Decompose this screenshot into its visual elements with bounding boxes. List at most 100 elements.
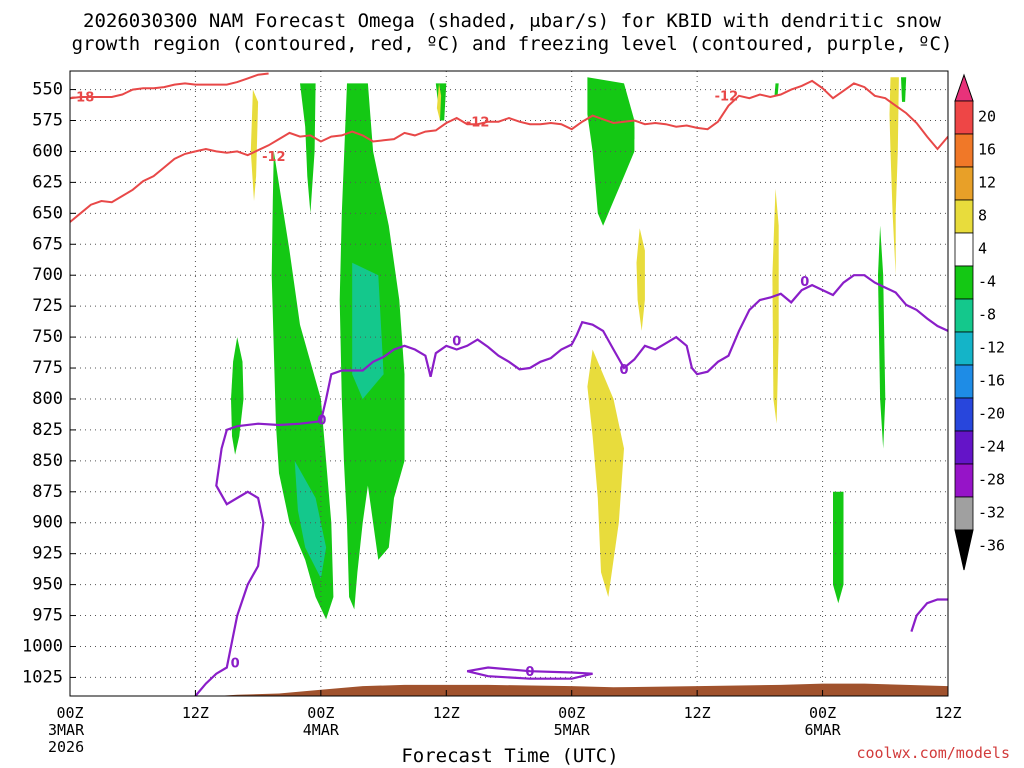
omega-region-17 <box>833 491 844 604</box>
colorbar-label-1: 16 <box>978 141 996 159</box>
y-tick-label-775: 775 <box>32 358 63 378</box>
x-tick-label-72-1: 6MAR <box>805 721 842 739</box>
colorbar-swatch-6 <box>954 265 974 300</box>
colorbar-swatch-12 <box>954 463 974 498</box>
omega-region-14 <box>250 89 259 201</box>
omega-region-12 <box>636 228 645 331</box>
omega-region-6 <box>352 262 384 399</box>
terrain-shape <box>70 683 948 696</box>
omega-region-10 <box>624 120 635 140</box>
y-tick-label-925: 925 <box>32 544 63 564</box>
colorbar-label-13: -36 <box>978 537 1005 555</box>
colorbar-label-5: -4 <box>978 273 996 291</box>
omega-region-20 <box>901 77 907 102</box>
omega-region-18 <box>878 225 886 449</box>
x-tick-label-48-1: 5MAR <box>554 721 591 739</box>
omega-region-19 <box>889 77 899 276</box>
y-tick-label-975: 975 <box>32 606 63 626</box>
plot-frame <box>69 70 949 697</box>
y-tick-label-675: 675 <box>32 234 63 254</box>
y-tick-label-600: 600 <box>32 141 63 161</box>
omega-shading <box>231 77 907 620</box>
chart-title-line1: 2026030300 NAM Forecast Omega (shaded, μ… <box>83 10 941 32</box>
y-tick-label-825: 825 <box>32 420 63 440</box>
x-tick-label-24-1: 4MAR <box>303 721 340 739</box>
x-tick-label-24-0: 00Z <box>307 704 334 722</box>
contour-label-purple-4: 0 <box>525 665 534 680</box>
contour-label-purple-1: 0 <box>231 656 240 671</box>
y-tick-label-650: 650 <box>32 203 63 223</box>
x-tick-label-0-2: 2026 <box>48 738 84 756</box>
colorbar-swatch-1 <box>954 100 974 135</box>
omega-region-9 <box>597 120 624 164</box>
omega-region-3 <box>294 460 327 579</box>
colorbar-top-arrow <box>954 73 974 102</box>
y-tick-label-550: 550 <box>32 80 63 100</box>
y-tick-label-750: 750 <box>32 327 63 347</box>
colorbar-swatch-11 <box>954 430 974 465</box>
colorbar-label-6: -8 <box>978 306 996 324</box>
terrain-fill <box>70 683 948 696</box>
colorbar-label-9: -20 <box>978 405 1005 423</box>
contours: -18 -12 -12 -12 0 0 0 0 0 0 <box>70 72 948 696</box>
contour-label-purple-6: 0 <box>800 275 809 290</box>
contour-freezing-loop <box>466 666 593 680</box>
x-tick-label-72-0: 00Z <box>809 704 836 722</box>
contour-label-red-1: -18 <box>71 91 95 106</box>
x-tick-label-0-1: 3MAR <box>48 721 85 739</box>
colorbar-label-12: -32 <box>978 504 1005 522</box>
y-tick-label-850: 850 <box>32 451 63 471</box>
x-tick-label-48-0: 00Z <box>558 704 585 722</box>
gridlines <box>70 71 948 696</box>
colorbar-swatch-10 <box>954 397 974 432</box>
y-tick-label-625: 625 <box>32 172 63 192</box>
x-tick-label-0-0: 00Z <box>56 704 83 722</box>
y-tick-label-1000: 1000 <box>22 636 63 656</box>
colorbar-swatch-7 <box>954 298 974 333</box>
colorbar-swatch-9 <box>954 364 974 399</box>
y-tick-label-800: 800 <box>32 389 63 409</box>
colorbar-swatch-4 <box>954 199 974 234</box>
omega-region-2 <box>271 151 334 620</box>
colorbar-label-10: -24 <box>978 438 1005 456</box>
x-tick-label-84-0: 12Z <box>934 704 961 722</box>
contour-label-purple-5: 0 <box>619 363 628 378</box>
contour-label-purple-3: 0 <box>452 335 461 350</box>
y-tick-label-575: 575 <box>32 111 63 131</box>
colorbar-swatch-3 <box>954 166 974 201</box>
colorbar-label-11: -28 <box>978 471 1005 489</box>
x-tick-label-36-0: 12Z <box>433 704 460 722</box>
colorbar-swatch-13 <box>954 496 974 531</box>
omega-region-13 <box>436 83 442 121</box>
y-tick-label-900: 900 <box>32 513 63 533</box>
colorbar-label-7: -12 <box>978 339 1005 357</box>
x-axis-label: Forecast Time (UTC) <box>401 745 619 767</box>
y-axis: 550 575 600 625 650 675 700 725 750 775 800 825 850 8… <box>22 80 76 687</box>
colorbar-bottom-arrow <box>954 529 974 571</box>
colorbar-swatch-2 <box>954 133 974 168</box>
contour-label-red-3: -12 <box>466 115 490 130</box>
contour-minus12 <box>70 79 948 223</box>
x-tick-label-12-0: 12Z <box>182 704 209 722</box>
contour-label-red-4: -12 <box>715 89 739 104</box>
colorbar-label-0: 20 <box>978 108 996 126</box>
colorbar-label-3: 8 <box>978 207 987 225</box>
y-tick-label-700: 700 <box>32 265 63 285</box>
colorbar-label-8: -16 <box>978 372 1005 390</box>
chart-title-line2: growth region (contoured, red, ºC) and f… <box>71 33 953 55</box>
contour-minus18 <box>70 72 269 100</box>
omega-region-7 <box>435 83 447 121</box>
omega-region-1 <box>231 337 244 455</box>
site-credit: coolwx.com/models <box>856 744 1010 762</box>
y-tick-label-875: 875 <box>32 482 63 502</box>
x-tick-label-60-0: 12Z <box>684 704 711 722</box>
contour-freezing-level <box>194 274 948 696</box>
colorbar-label-2: 12 <box>978 174 996 192</box>
colorbar-label-4: 4 <box>978 240 987 258</box>
contour-freezing-right <box>910 598 948 632</box>
colorbar-swatch-5 <box>954 232 974 267</box>
contour-label-red-2: -12 <box>262 150 286 165</box>
colorbar-swatch-8 <box>954 331 974 366</box>
